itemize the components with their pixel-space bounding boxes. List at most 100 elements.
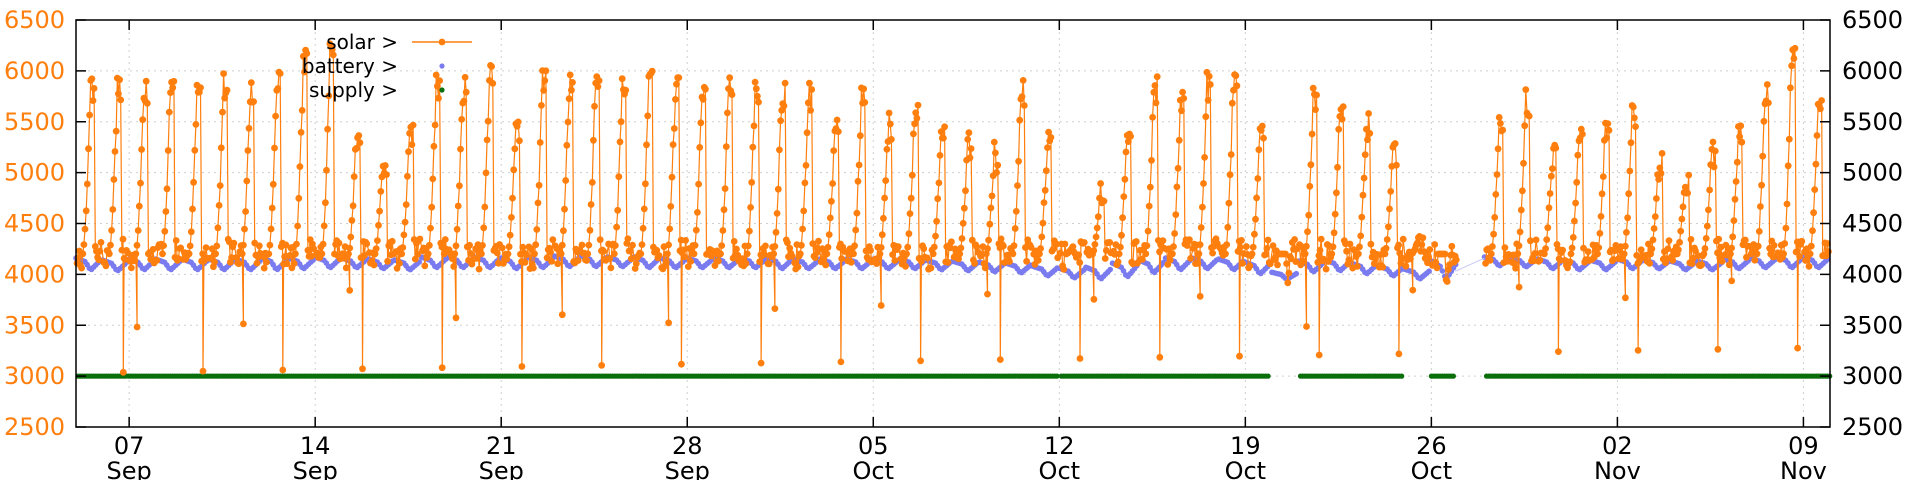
solar-point xyxy=(143,99,151,107)
solar-point xyxy=(408,141,416,149)
solar-point xyxy=(673,80,680,88)
x-tick-label-month: Oct xyxy=(1039,457,1081,480)
solar-point xyxy=(245,124,253,132)
solar-point xyxy=(1728,277,1736,285)
solar-point xyxy=(85,145,92,153)
solar-point xyxy=(405,148,412,156)
solar-line xyxy=(153,81,181,264)
solar-point xyxy=(521,258,529,266)
solar-point xyxy=(798,241,805,249)
solar-point xyxy=(1119,214,1126,222)
solar-point xyxy=(192,121,200,128)
solar-point xyxy=(1658,150,1666,157)
solar-point xyxy=(728,91,736,98)
solar-point xyxy=(973,243,981,251)
solar-point xyxy=(1780,250,1787,258)
solar-point xyxy=(518,363,526,370)
solar-point xyxy=(475,265,483,273)
solar-point xyxy=(1733,158,1741,166)
solar-point xyxy=(402,201,410,209)
solar-point xyxy=(1813,132,1821,139)
solar-point xyxy=(1076,355,1084,362)
solar-point xyxy=(1545,204,1553,212)
solar-point xyxy=(348,217,356,224)
solar-point xyxy=(187,228,195,236)
solar-point xyxy=(323,166,330,174)
solar-point xyxy=(421,262,429,270)
solar-line xyxy=(658,76,687,365)
solar-point xyxy=(466,241,473,249)
solar-point xyxy=(1044,144,1051,152)
solar-point xyxy=(684,263,692,270)
solar-point xyxy=(730,238,738,245)
solar-point xyxy=(279,366,287,374)
solar-point xyxy=(488,63,495,70)
solar-point xyxy=(699,95,707,103)
solar-point xyxy=(1441,250,1449,258)
solar-point xyxy=(1522,86,1530,93)
solar-line xyxy=(844,87,873,263)
solar-point xyxy=(510,166,518,174)
solar-point xyxy=(1521,122,1529,130)
solar-point xyxy=(1516,228,1524,236)
solar-point xyxy=(1019,77,1027,84)
solar-point xyxy=(1759,152,1767,160)
solar-point xyxy=(1620,250,1628,258)
solar-point xyxy=(1143,242,1151,250)
solar-point xyxy=(755,98,762,106)
solar-point xyxy=(1330,229,1338,237)
x-tick-label-month: Sep xyxy=(479,457,524,480)
solar-point xyxy=(1303,242,1310,250)
solar-point xyxy=(1805,262,1813,270)
x-tick-label-month: Nov xyxy=(1594,457,1641,480)
solar-point xyxy=(982,250,990,258)
axes: 2500 2500 3000 3000 3500 3500 4000 4000 4500 4500… xyxy=(4,6,1903,480)
solar-point xyxy=(1753,250,1761,258)
solar-point xyxy=(191,146,199,154)
solar-point xyxy=(509,194,516,202)
solar-point xyxy=(266,241,274,249)
solar-point xyxy=(1093,224,1101,232)
x-tick-label-day: 19 xyxy=(1230,432,1261,460)
solar-point xyxy=(936,152,944,159)
solar-point xyxy=(1580,244,1587,252)
solar-point xyxy=(233,254,240,261)
solar-point xyxy=(1075,251,1082,259)
solar-point xyxy=(1009,250,1017,258)
solar-point xyxy=(217,144,225,152)
solar-line xyxy=(472,64,501,270)
solar-point xyxy=(1395,241,1402,249)
solar-line xyxy=(419,74,448,368)
solar-point xyxy=(1787,84,1794,92)
solar-point xyxy=(1171,230,1178,237)
solar-point xyxy=(742,260,750,267)
solar-point xyxy=(240,241,247,249)
solar-point xyxy=(1517,206,1525,214)
y-tick-label-right: 3500 xyxy=(1842,311,1903,339)
solar-point xyxy=(1148,157,1155,164)
solar-point xyxy=(1542,245,1549,253)
solar-point xyxy=(828,197,835,205)
solar-point xyxy=(1490,230,1497,238)
solar-point xyxy=(396,259,403,267)
solar-point xyxy=(1584,248,1592,256)
solar-line xyxy=(446,77,474,318)
solar-point xyxy=(718,242,726,250)
solar-point xyxy=(1132,238,1140,245)
solar-point xyxy=(1687,236,1695,243)
solar-point xyxy=(1730,217,1738,225)
solar-point xyxy=(837,358,845,366)
solar-point xyxy=(771,243,779,250)
solar-point xyxy=(1045,128,1052,136)
solar-point xyxy=(1676,238,1683,246)
solar-point xyxy=(744,242,752,250)
solar-point xyxy=(133,241,141,249)
solar-point xyxy=(855,161,863,169)
solar-point xyxy=(1709,138,1717,146)
solar-point xyxy=(752,85,760,93)
y-tick-label-right: 4500 xyxy=(1842,210,1903,238)
solar-point xyxy=(1308,130,1316,138)
solar-point xyxy=(1174,164,1182,172)
solar-point xyxy=(888,136,895,143)
